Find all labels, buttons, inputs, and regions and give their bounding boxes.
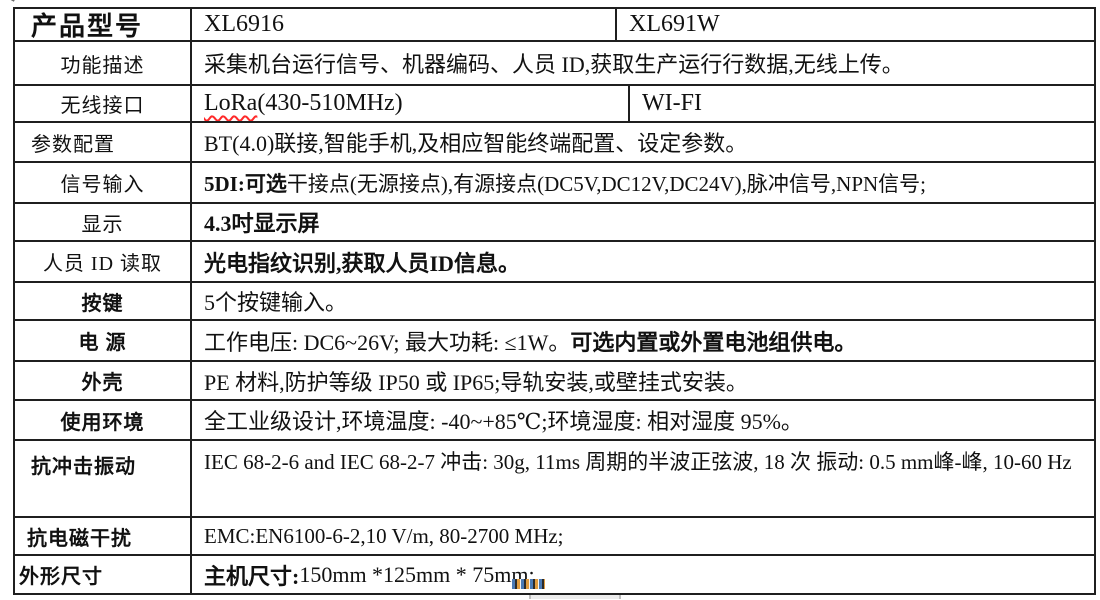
row-label: 使用环境: [15, 401, 192, 439]
table-row-emc: 抗电磁干扰 EMC:EN6100-6-2,10 V/m, 80-2700 MHz…: [15, 518, 1094, 556]
row-value: LoRa (430-510MHz) WI-FI: [192, 86, 1094, 121]
row-label: 信号输入: [15, 163, 192, 202]
value-cell: XL6916: [192, 9, 617, 40]
text-segment: 可选内置或外置电池组供电。: [570, 329, 857, 355]
row-label: 外形尺寸: [15, 556, 192, 593]
row-value: 5DI:可选 干接点(无源接点),有源接点(DC5V,DC12V,DC24V),脉…: [192, 163, 1094, 202]
row-value: 4.3吋显示屏: [192, 204, 1094, 240]
text-segment: 光电指纹识别,获取人员ID信息。: [204, 250, 520, 276]
table-row-wireless-interface: 无线接口 LoRa (430-510MHz) WI-FI: [15, 86, 1094, 123]
row-label: 抗冲击振动: [15, 441, 192, 516]
row-label: 无线接口: [15, 86, 192, 121]
table-row-signal-input: 信号输入 5DI:可选 干接点(无源接点),有源接点(DC5V,DC12V,DC2…: [15, 163, 1094, 204]
spec-table: 产品型号 XL6916 XL691W 功能描述 采集机台运行信号、机器编码、人员…: [13, 7, 1096, 595]
text-segment: 干接点(无源接点),有源接点(DC5V,DC12V,DC24V),脉冲信号,NP…: [286, 171, 927, 196]
row-value: EMC:EN6100-6-2,10 V/m, 80-2700 MHz;: [192, 518, 1094, 554]
text-segment: 峰-峰, 10-60 Hz: [933, 450, 1072, 474]
row-value: 工作电压: DC6~26V; 最大功耗: ≤1W。 可选内置或外置电池组供电。: [192, 321, 1094, 360]
text-segment: BT(4.0)联接,智能手机,及相应智能终端配置、设定参数。: [204, 131, 748, 156]
table-row-function-desc: 功能描述 采集机台运行信号、机器编码、人员 ID,获取生产运行行数据,无线上传。: [15, 42, 1094, 86]
table-row-buttons: 按键 5个按键输入。: [15, 283, 1094, 321]
text-segment: 主机尺寸:: [204, 563, 300, 589]
table-row-shock-vibration: 抗冲击振动 IEC 68-2-6 and IEC 68-2-7 冲击: 30g,…: [15, 441, 1094, 518]
row-value: BT(4.0)联接,智能手机,及相应智能终端配置、设定参数。: [192, 123, 1094, 161]
row-label: 抗电磁干扰: [15, 518, 192, 554]
row-value: 主机尺寸: 150mm *125mm * 75mm;: [192, 556, 1094, 593]
text-segment: PE 材料,防护等级 IP50 或 IP65;导轨安装,或壁挂式安装。: [204, 369, 748, 395]
corner-mark-artifact: [1, 0, 13, 7]
text-segment: (430-510MHz): [257, 90, 403, 116]
text-segment: 采集机台运行信号、机器编码、人员 ID,获取生产运行行数据,无线上传。: [204, 52, 904, 77]
row-label: 按键: [15, 283, 192, 319]
row-value: 采集机台运行信号、机器编码、人员 ID,获取生产运行行数据,无线上传。: [192, 42, 1094, 84]
table-row-enclosure: 外壳 PE 材料,防护等级 IP50 或 IP65;导轨安装,或壁挂式安装。: [15, 362, 1094, 401]
text-segment: EMC:EN6100-6-2,10 V/m, 80-2700 MHz;: [204, 523, 564, 548]
table-row-product-model: 产品型号 XL6916 XL691W: [15, 9, 1094, 42]
value-cell: LoRa (430-510MHz): [192, 86, 630, 121]
row-label: 参数配置: [15, 123, 192, 161]
row-value: IEC 68-2-6 and IEC 68-2-7 冲击: 30g, 11ms …: [192, 441, 1094, 516]
text-segment: 5DI:可选: [204, 171, 287, 196]
row-value: PE 材料,防护等级 IP50 或 IP65;导轨安装,或壁挂式安装。: [192, 362, 1094, 399]
table-row-display: 显示 4.3吋显示屏: [15, 204, 1094, 242]
text-segment: 工作电压: DC6~26V; 最大功耗: ≤1W。: [204, 329, 571, 355]
table-row-environment: 使用环境 全工业级设计,环境温度: -40~+85℃;环境湿度: 相对湿度 95…: [15, 401, 1094, 441]
table-row-personnel-id: 人员 ID 读取 光电指纹识别,获取人员ID信息。: [15, 242, 1094, 283]
row-label: 电 源: [15, 321, 192, 360]
row-label: 显示: [15, 204, 192, 240]
image-strip-artifact: [512, 579, 545, 589]
text-segment: 5个按键输入。: [204, 290, 348, 315]
text-segment: IEC 68-2-6 and IEC 68-2-7 冲击: 30g, 11ms …: [204, 450, 934, 474]
text-segment: WI-FI: [642, 90, 702, 116]
row-label: 功能描述: [15, 42, 192, 84]
row-label: 产品型号: [15, 9, 192, 40]
value-cell: WI-FI: [630, 86, 1094, 121]
table-row-param-config: 参数配置 BT(4.0)联接,智能手机,及相应智能终端配置、设定参数。: [15, 123, 1094, 163]
row-value: 5个按键输入。: [192, 283, 1094, 319]
text-segment: 全工业级设计,环境温度: -40~+85℃;环境湿度: 相对湿度 95%。: [204, 409, 803, 434]
row-value: 全工业级设计,环境温度: -40~+85℃;环境湿度: 相对湿度 95%。: [192, 401, 1094, 439]
text-segment: LoRa: [204, 90, 258, 116]
row-label: 外壳: [15, 362, 192, 399]
text-segment: 150mm *125mm * 75mm;: [299, 561, 535, 587]
table-row-dimensions: 外形尺寸 主机尺寸: 150mm *125mm * 75mm;: [15, 556, 1094, 593]
text-segment: 4.3吋显示屏: [204, 211, 320, 236]
table-row-power: 电 源 工作电压: DC6~26V; 最大功耗: ≤1W。 可选内置或外置电池组供…: [15, 321, 1094, 362]
value-cell: XL691W: [629, 11, 720, 37]
row-value: XL6916 XL691W: [192, 9, 1094, 40]
row-label: 人员 ID 读取: [15, 242, 192, 281]
scrollbar-artifact: [529, 595, 621, 599]
row-value: 光电指纹识别,获取人员ID信息。: [192, 242, 1094, 281]
